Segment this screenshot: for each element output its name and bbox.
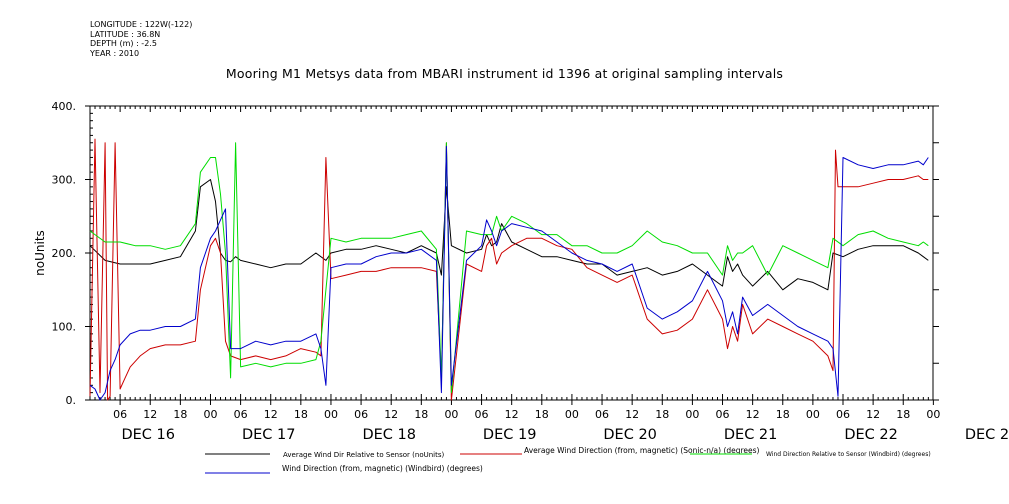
x-tick-label: 18	[535, 408, 549, 421]
legend-label-2: Average Wind Direction (from, magnetic) …	[524, 446, 760, 455]
x-tick-label: 00	[565, 408, 579, 421]
y-tick-label: 0.	[66, 394, 77, 407]
x-tick-label: 12	[866, 408, 880, 421]
x-tick-label: 00	[444, 408, 458, 421]
x-tick-label: 06	[836, 408, 850, 421]
legend-label-3: Wind Direction Relative to Sensor (Windb…	[766, 451, 931, 458]
x-tick-label: 00	[324, 408, 338, 421]
y-tick-label: 300.	[52, 174, 77, 187]
x-tick-label: 18	[896, 408, 910, 421]
x-tick-label: 18	[655, 408, 669, 421]
x-tick-label: 06	[234, 408, 248, 421]
metadata-block: LONGITUDE : 122W(-122) LATITUDE : 36.8N …	[90, 20, 192, 58]
x-tick-label: 06	[354, 408, 368, 421]
x-tick-label: 06	[113, 408, 127, 421]
x-tick-label: 18	[294, 408, 308, 421]
x-tick-label: 06	[595, 408, 609, 421]
series-line-3	[89, 142, 929, 394]
x-tick-label: 00	[203, 408, 217, 421]
x-tick-label: 00	[685, 408, 699, 421]
x-tick-label: 18	[776, 408, 790, 421]
meta-longitude: LONGITUDE : 122W(-122)	[90, 20, 193, 29]
y-tick-label: 100.	[52, 321, 77, 334]
x-tick-label: 06	[475, 408, 489, 421]
x-tick-label: 12	[264, 408, 278, 421]
x-day-label: DEC 16	[121, 427, 175, 443]
plot-frame	[89, 105, 934, 401]
x-tick-label: 00	[926, 408, 940, 421]
x-day-label: DEC 19	[483, 427, 537, 443]
series-line-1	[89, 179, 929, 291]
x-day-label: DEC 20	[603, 427, 657, 443]
x-day-label: DEC 23	[965, 427, 1009, 443]
x-tick-label: 18	[173, 408, 187, 421]
x-day-label: DEC 18	[362, 427, 416, 443]
x-day-label: DEC 17	[242, 427, 296, 443]
x-tick-label: 12	[505, 408, 519, 421]
x-tick-label: 12	[746, 408, 760, 421]
series-line-4	[89, 145, 929, 401]
x-tick-label: 00	[806, 408, 820, 421]
legend-label-1: Average Wind Dir Relative to Sensor (noU…	[283, 451, 444, 459]
chart-title: Mooring M1 Metsys data from MBARI instru…	[225, 66, 784, 81]
x-tick-label: 12	[143, 408, 157, 421]
meta-latitude: LATITUDE : 36.8N	[90, 29, 161, 39]
series-line-2	[89, 138, 929, 401]
y-tick-label: 400.	[52, 100, 77, 113]
x-tick-label: 12	[384, 408, 398, 421]
x-day-label: DEC 22	[844, 427, 898, 443]
meta-year: YEAR : 2010	[90, 48, 140, 58]
meta-depth: DEPTH (m) : -2.5	[90, 39, 157, 48]
y-axis-label: noUnits	[33, 230, 47, 276]
y-tick-label: 200.	[52, 247, 77, 260]
x-tick-label: 06	[716, 408, 730, 421]
x-day-label: DEC 21	[724, 427, 778, 443]
x-tick-label: 18	[414, 408, 428, 421]
legend-label-4: Wind Direction (from, magnetic) (Windbir…	[282, 464, 483, 473]
x-tick-label: 12	[625, 408, 639, 421]
